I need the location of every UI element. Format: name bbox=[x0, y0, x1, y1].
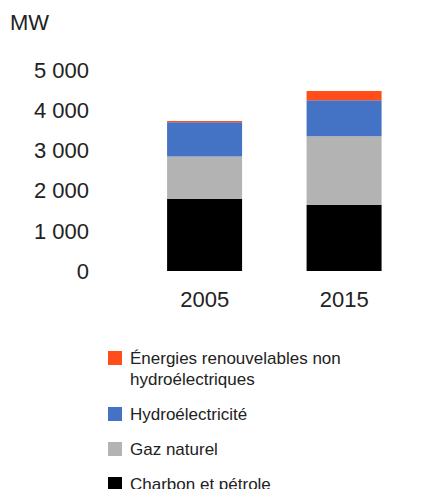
html-text:MW: MW bbox=[10, 10, 50, 35]
svg-text:0: 0 bbox=[77, 259, 89, 284]
html-text:Charbon et pétrole: Charbon et pétrole bbox=[130, 475, 271, 494]
svg-text:5 000: 5 000 bbox=[34, 58, 89, 83]
html-text:Hydroélectricité: Hydroélectricité bbox=[130, 405, 248, 424]
svg-text:2005: 2005 bbox=[180, 287, 229, 312]
html-text:Énergies renouvelables non hyd: Énergies renouvelables non hydroélectriq… bbox=[130, 349, 341, 389]
svg-text:2015: 2015 bbox=[320, 287, 369, 312]
html-text:Gaz naturel: Gaz naturel bbox=[130, 440, 218, 459]
svg-text:2 000: 2 000 bbox=[34, 178, 89, 203]
svg-text:1 000: 1 000 bbox=[34, 219, 89, 244]
svg-text:4 000: 4 000 bbox=[34, 98, 89, 123]
svg-text:3 000: 3 000 bbox=[34, 138, 89, 163]
